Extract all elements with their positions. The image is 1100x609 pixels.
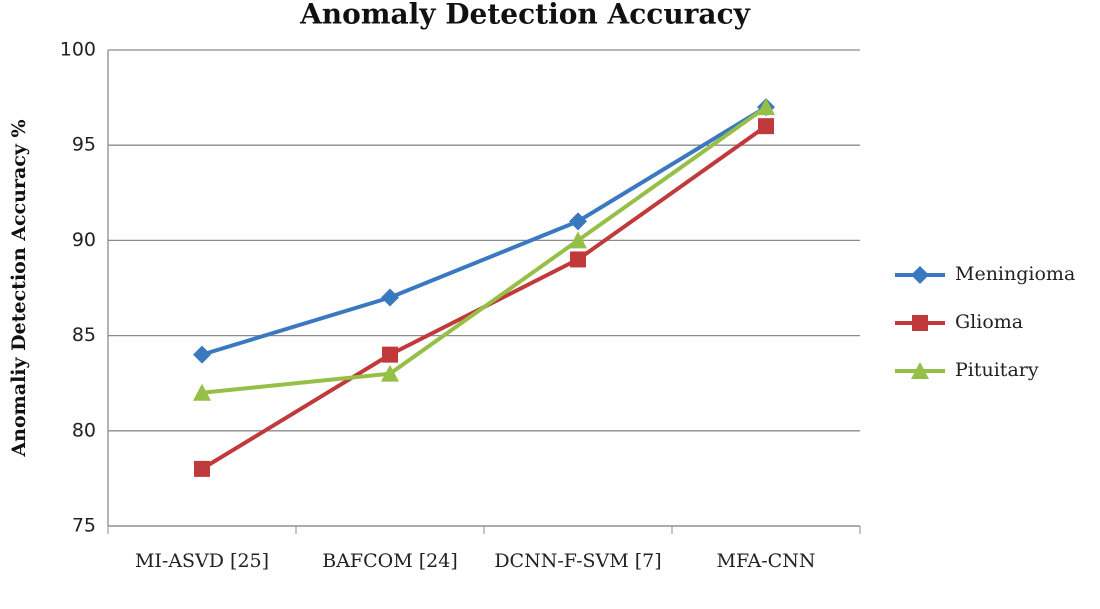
legend-label: Meningioma [955, 263, 1075, 285]
x-tick-label: BAFCOM [24] [322, 550, 458, 572]
marker [382, 346, 398, 363]
marker [194, 460, 210, 477]
y-tick-label: 80 [72, 419, 96, 441]
series-line [200, 124, 768, 471]
marker [569, 212, 587, 231]
chart-title: Anomaly Detection Accuracy [299, 0, 751, 31]
marker [381, 364, 399, 382]
x-tick-label: MFA-CNN [716, 550, 816, 572]
x-tick-label: DCNN-F-SVM [7] [494, 550, 662, 572]
y-tick-label: 90 [72, 229, 96, 251]
legend-marker [912, 315, 928, 331]
legend-marker [911, 266, 929, 284]
y-tick-label: 85 [72, 324, 96, 346]
marker [569, 231, 587, 249]
legend-label: Pituitary [955, 359, 1039, 381]
y-tick-label: 100 [60, 39, 96, 61]
series-line [201, 105, 768, 395]
marker [381, 288, 399, 307]
marker [193, 345, 211, 364]
marker [757, 98, 775, 116]
marker [570, 251, 586, 268]
y-tick-label: 75 [72, 515, 96, 537]
y-tick-label: 95 [72, 134, 96, 156]
marker [758, 118, 774, 135]
legend-marker [911, 362, 929, 379]
legend-label: Glioma [955, 311, 1023, 333]
x-tick-label: MI-ASVD [25] [134, 550, 270, 572]
marker [193, 383, 211, 401]
y-axis-title: Anomaliy Detection Accuracy % [8, 119, 30, 457]
series-line [201, 105, 768, 357]
